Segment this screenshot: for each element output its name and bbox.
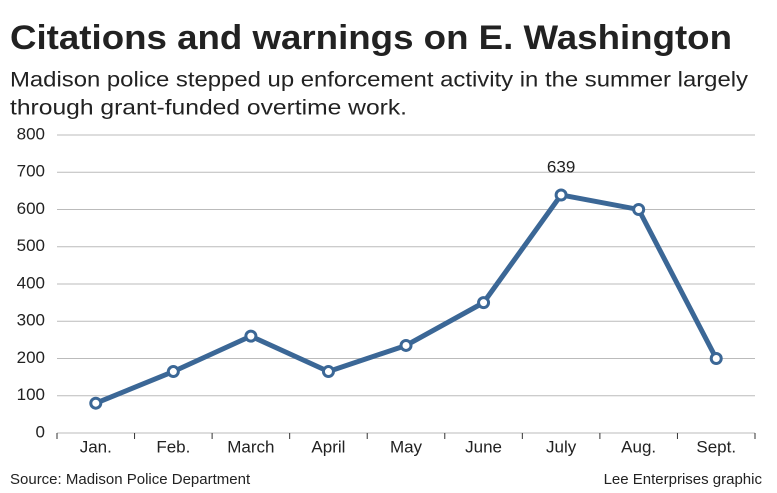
chart-subtitle: through grant-funded overtime work. [10, 97, 407, 120]
x-tick-label: Jan. [80, 437, 112, 456]
data-point [89, 396, 103, 410]
data-point [477, 296, 491, 310]
y-tick-label: 800 [17, 124, 45, 143]
x-tick-label: June [465, 437, 502, 456]
y-tick-label: 600 [17, 199, 45, 218]
data-point [166, 365, 180, 379]
y-tick-label: 200 [17, 348, 45, 367]
data-label: 639 [547, 157, 575, 176]
data-point [399, 338, 413, 352]
chart-subtitle: Madison police stepped up enforcement ac… [10, 69, 749, 92]
data-point [709, 352, 723, 365]
x-tick-label: Aug. [621, 437, 656, 456]
data-point [632, 203, 646, 216]
y-tick-label: 700 [17, 162, 45, 181]
x-tick-label: May [390, 437, 423, 456]
y-tick-label: 500 [17, 236, 45, 255]
chart-title: Citations and warnings on E. Washington [10, 19, 732, 57]
y-tick-label: 300 [17, 311, 45, 330]
x-tick-label: Feb. [156, 437, 190, 456]
data-line [94, 192, 719, 406]
x-tick-label: July [546, 437, 577, 456]
x-tick-label: Sept. [696, 437, 736, 456]
data-point [554, 188, 568, 202]
x-tick-label: April [311, 437, 345, 456]
data-point [321, 365, 335, 379]
data-point [244, 329, 258, 343]
y-tick-label: 0 [36, 422, 45, 441]
credit: Lee Enterprises graphic [604, 471, 763, 488]
y-tick-label: 400 [17, 273, 45, 292]
source: Source: Madison Police Department [10, 471, 251, 488]
y-tick-label: 100 [17, 385, 45, 404]
x-tick-label: March [227, 437, 274, 456]
